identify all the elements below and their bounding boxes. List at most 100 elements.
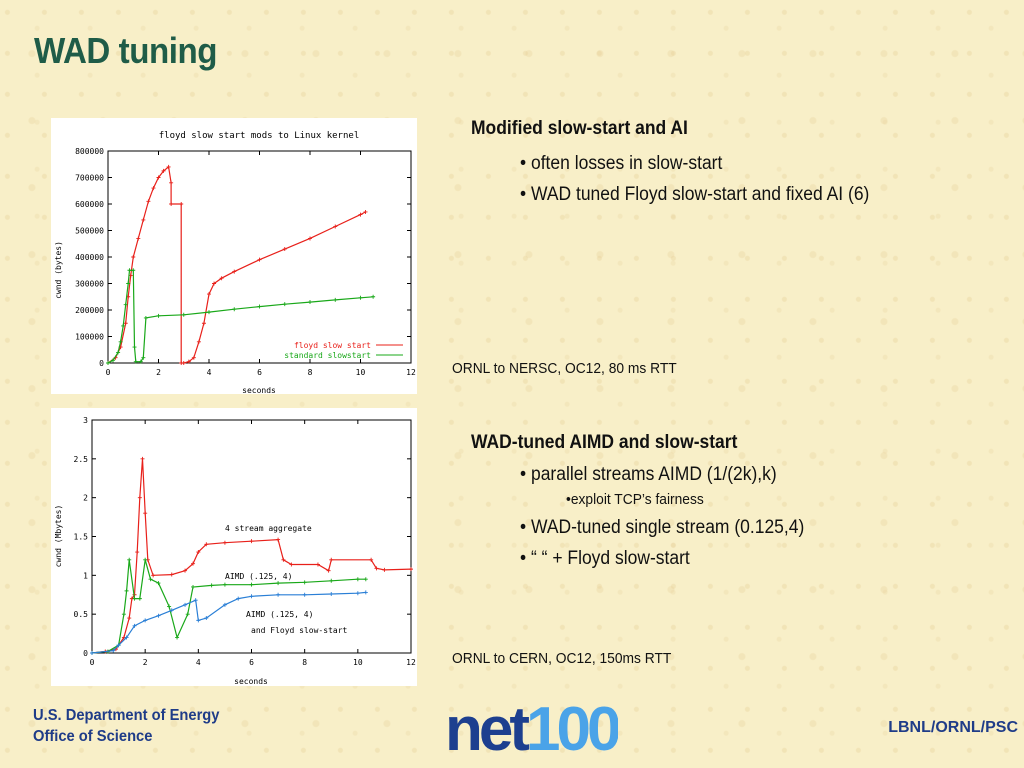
chart2-ylabel: cwnd (Mbytes) [54, 505, 63, 568]
chart1-series-0-point [166, 164, 171, 169]
chart1-series-1-point [282, 302, 287, 307]
chart1-ytick-label: 400000 [75, 253, 104, 262]
chart2-series-2-point [363, 590, 368, 595]
chart1-ytick-label: 300000 [75, 280, 104, 289]
chart1-series-1-point [123, 302, 128, 307]
chart2-xtick-label: 6 [249, 658, 254, 667]
footer-org-line1: U.S. Department of Energy [33, 707, 220, 724]
chart1-ytick-label: 0 [99, 359, 104, 368]
chart1-ytick-label: 500000 [75, 227, 104, 236]
chart1-series-1-point [308, 300, 312, 305]
chart1-series-0-point [156, 175, 161, 180]
chart1-series-1-point [181, 312, 186, 317]
chart2-series-0-point [374, 566, 379, 571]
chart2-annotation-aggregate: 4 stream aggregate [225, 524, 312, 533]
chart2-xtick-label: 12 [406, 658, 416, 667]
section2-heading: WAD-tuned AIMD and slow-start [471, 432, 738, 453]
chart1-series-0-point [169, 180, 174, 185]
chart1-series-1-point [116, 350, 121, 355]
chart2-series-2-point [236, 596, 241, 601]
chart2-ytick-label: 2.5 [74, 455, 89, 464]
chart2-annotation-aimd-floyd-1: AIMD (.125, 4) [246, 610, 313, 619]
chart2-series-1-point [222, 582, 227, 587]
chart2-series-0-point [151, 573, 156, 578]
chart2-series-1-point [355, 577, 360, 582]
chart1-series-0-point [131, 255, 136, 259]
chart1-series-1-point [138, 359, 143, 364]
chart1-ytick-label: 600000 [75, 200, 104, 209]
chart1-series-1-point [143, 315, 148, 320]
chart1-series-1-point [333, 297, 338, 302]
footer-org: U.S. Department of Energy Office of Scie… [33, 705, 219, 747]
section1-caption: ORNL to NERSC, OC12, 80 ms RTT [452, 360, 677, 377]
section1-bullets: • often losses in slow-start • WAD tuned… [520, 148, 900, 210]
chart1-series-1-point [257, 304, 262, 309]
chart2-series-1-point [156, 581, 161, 586]
chart2-series-1-point [363, 577, 368, 582]
chart2-series-0-point [409, 567, 413, 572]
chart2-xtick-label: 8 [302, 658, 307, 667]
chart1-xtick-label: 2 [156, 368, 161, 377]
chart2-series-0-point [140, 456, 145, 461]
chart1-series-0-point [308, 236, 312, 241]
chart2-series-1-point [249, 582, 254, 587]
chart2-series-0-point [276, 537, 281, 542]
chart1-xtick-label: 4 [207, 368, 212, 377]
chart1-series-1-point [232, 307, 237, 312]
chart2-series-1-point [124, 588, 129, 593]
chart1-series-0-point [141, 217, 146, 222]
chart2-svg: cwnd (Mbytes) seconds 4 stream aggregate… [54, 416, 416, 686]
chart2-series-2-point [183, 602, 188, 607]
chart2-ytick-label: 3 [83, 416, 88, 425]
chart1-series-1-line [107, 269, 374, 364]
plot-floyd-slow-start: floyd slow start mods to Linux kernel cw… [51, 118, 417, 394]
chart1-series-1-point [118, 339, 123, 344]
chart2-series-1-point [148, 577, 153, 582]
chart1-legend-standard: standard slowstart [284, 351, 371, 360]
chart2-series-2-point [132, 623, 137, 628]
chart1-frame [107, 150, 412, 364]
section1-text: Modified slow-start and AI [471, 118, 707, 140]
chart2-ytick-label: 1 [83, 571, 88, 580]
chart1-series-0-point [136, 236, 141, 241]
chart2-series-2-point [196, 618, 201, 623]
chart1-xtick-label: 8 [308, 368, 313, 377]
section2-sub-bullet: •exploit TCP’s fairness [566, 491, 704, 508]
chart1-svg: floyd slow start mods to Linux kernel cw… [54, 131, 416, 394]
chart1-ytick-label: 700000 [75, 174, 104, 183]
chart1-series-1-point [121, 323, 126, 328]
chart1-series-0-point [358, 212, 363, 217]
chart1-series-1-point [106, 361, 110, 365]
chart2-ytick-label: 1.5 [74, 533, 89, 542]
chart1-xtick-label: 10 [356, 368, 366, 377]
chart2-series-0-point [127, 616, 132, 621]
section2-bullet-2: • WAD-tuned single stream (0.125,4) [520, 517, 805, 538]
chart1-series-0-point [186, 359, 191, 364]
chart2-series-2-point [156, 613, 161, 618]
chart2-ytick-label: 0 [83, 649, 88, 658]
chart2-series-1-point [329, 578, 334, 583]
chart1-series-0-point [161, 168, 166, 173]
chart2-series-2-point [329, 591, 334, 596]
chart2-series-0-point [191, 561, 196, 566]
chart1-ylabel: cwnd (bytes) [54, 241, 63, 299]
chart1-legend: floyd slow start standard slowstart [284, 341, 403, 360]
chart1-xtick-label: 6 [257, 368, 262, 377]
chart2-series-0-point [249, 539, 254, 544]
chart1-series-1-point [127, 268, 132, 273]
chart1-title: floyd slow start mods to Linux kernel [159, 131, 359, 141]
chart2-series-0-point [183, 568, 188, 573]
chart2-series-1-point [302, 580, 307, 585]
chart1-series-0-line [107, 165, 366, 364]
slide-title: WAD tuning [34, 30, 218, 71]
chart1-ytick-label: 800000 [75, 147, 104, 156]
chart1-xtick-label: 12 [406, 368, 416, 377]
chart1-series-0-point [363, 209, 368, 214]
chart1-xtick-label: 0 [106, 368, 111, 377]
chart2-series-0-point [329, 557, 334, 562]
chart1-series-1-point [133, 359, 138, 364]
chart2-series-1-point [175, 635, 180, 640]
chart1-series-0-point [196, 339, 201, 344]
chart2-series-2-point [222, 602, 227, 607]
chart1-series-0-point [151, 186, 156, 191]
